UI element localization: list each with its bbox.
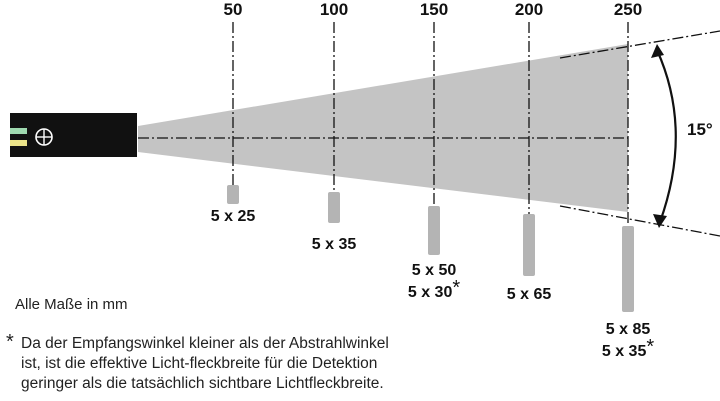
distance-label-200: 200 xyxy=(514,0,544,19)
angle-arrowhead-top xyxy=(651,44,664,58)
footnote: * Da der Empfangswinkel kleiner als der … xyxy=(6,331,389,394)
units-note: Alle Maße in mm xyxy=(15,296,128,313)
beam-angle-label: 15° xyxy=(687,120,713,139)
spot-size-line: 5 x 25 xyxy=(210,208,256,225)
light-spot xyxy=(428,206,440,255)
footnote-asterisk: * xyxy=(6,331,14,353)
sensor-crosshair-icon xyxy=(35,128,53,146)
sensor-led-yellow xyxy=(10,140,27,146)
footnote-line: geringer als die tatsächlich sichtbare L… xyxy=(21,375,384,392)
asterisk-marker: * xyxy=(452,277,461,299)
distance-label-100: 100 xyxy=(319,0,349,19)
footnote-line: ist, ist die effektive Licht-fleckbreite… xyxy=(21,355,378,372)
spot-size-line: 5 x 50 xyxy=(411,262,457,279)
spot-size-line: 5 x 85 xyxy=(605,321,651,338)
beam-lower-edge-line xyxy=(559,205,720,237)
distance-label-50: 50 xyxy=(223,0,243,19)
spot-size-label: 5 x 25 xyxy=(211,207,255,227)
angle-arrowhead-bottom xyxy=(653,214,667,228)
light-spot xyxy=(328,192,340,223)
light-spot xyxy=(622,226,634,312)
spot-size-line: 5 x 35* xyxy=(601,336,655,360)
footnote-line: Da der Empfangswinkel kleiner als der Ab… xyxy=(21,335,389,352)
asterisk-marker: * xyxy=(646,336,655,358)
beam-upper-edge-line xyxy=(559,30,720,59)
light-beam-cone xyxy=(138,44,628,212)
sensor-led-green xyxy=(10,128,27,134)
angle-arc xyxy=(655,49,677,223)
spot-size-line: 5 x 35 xyxy=(311,236,357,253)
distance-label-150: 150 xyxy=(419,0,449,19)
spot-size-line: 5 x 65 xyxy=(506,286,552,303)
light-spot xyxy=(523,214,535,276)
light-spot xyxy=(227,185,239,204)
distance-label-250: 250 xyxy=(613,0,643,19)
spot-size-label: 5 x 35 xyxy=(312,235,356,255)
sensor-body xyxy=(10,113,137,157)
spot-size-label: 5 x 85 5 x 35* xyxy=(602,320,654,362)
spot-size-label: 5 x 65 xyxy=(507,285,551,305)
spot-size-label: 5 x 50 5 x 30* xyxy=(408,261,460,303)
spot-size-line: 5 x 30* xyxy=(407,277,461,301)
